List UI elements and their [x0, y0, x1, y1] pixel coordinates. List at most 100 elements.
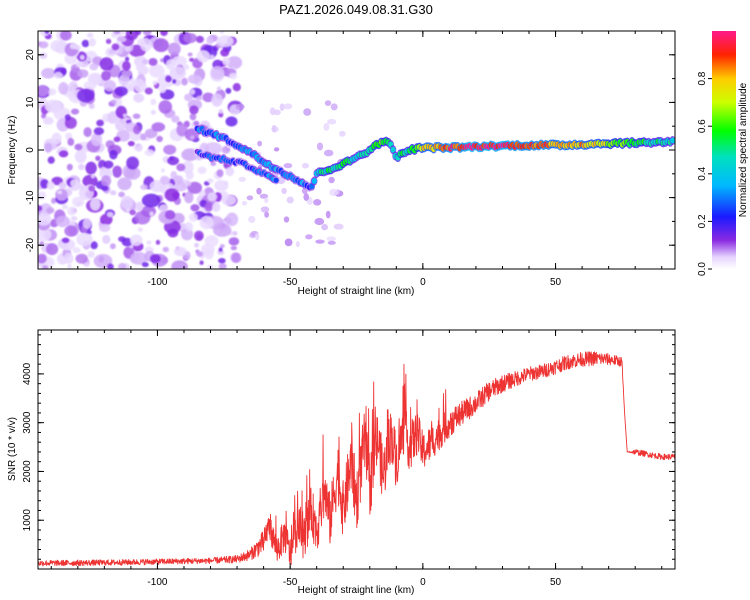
spectrogram-noise-cell: [149, 211, 154, 217]
spectrogram-noise-cell: [74, 143, 83, 151]
spectrogram-noise-cell: [305, 234, 313, 240]
spectrogram-noise-cell: [269, 107, 276, 116]
spectrogram-noise-cell: [257, 140, 262, 147]
spectrogram-noise-cell: [101, 185, 109, 192]
spectrogram-noise-cell: [110, 243, 116, 250]
spectrogram-noise-cell: [150, 254, 161, 264]
spectrogram-noise-cell: [103, 160, 114, 169]
spectrogram-noise-cell: [85, 161, 97, 175]
spectrogram-noise-cell: [124, 166, 141, 180]
spectrogram-noise-cell: [254, 233, 260, 241]
spectrogram-noise-cell: [219, 31, 224, 34]
snr-ytick-label: 3000: [22, 411, 33, 434]
spectrogram-noise-cell: [38, 191, 47, 200]
spectrogram-noise-cell: [326, 236, 337, 242]
spectrogram-noise-cell: [171, 115, 180, 123]
spectrogram-noise-cell: [232, 83, 241, 92]
spectrogram-noise-cell: [284, 238, 293, 247]
spectrogram-noise-cell: [187, 74, 201, 84]
chart-title: PAZ1.2026.049.08.31.G30: [279, 2, 433, 17]
spectrogram-noise-cell: [46, 207, 55, 214]
spectrogram-noise-cell: [55, 215, 70, 228]
spectrogram-noise-cell: [125, 56, 130, 62]
spectrogram-noise-cell: [216, 86, 222, 91]
spectrogram-noise-cell: [38, 85, 49, 97]
spectrogram-noise-cell: [330, 103, 338, 111]
spectrogram-noise-cell: [228, 237, 240, 246]
spectrogram-frame: [37, 30, 676, 270]
spectrogram-noise-cell: [204, 202, 214, 212]
spectrogram-noise-cell: [121, 69, 132, 78]
spectrogram-noise-cell: [160, 31, 168, 37]
spectrogram-noise-cell: [225, 166, 235, 177]
spectrogram-noise-cell: [47, 156, 55, 164]
spectrogram-noise-cell: [194, 242, 199, 248]
spectrogram-noise-cell: [61, 67, 67, 75]
spectrogram-noise-cell: [194, 230, 204, 241]
snr-ylabel: SNR (10 * v/v): [7, 417, 18, 481]
spectrogram-noise-cell: [144, 87, 153, 95]
spectrogram-noise-cell: [283, 163, 293, 169]
spectrogram-noise-cell: [89, 63, 99, 71]
spectrogram-noise-cell: [327, 118, 337, 125]
spectrogram-ytick-label: -20: [25, 238, 36, 253]
spectrogram-ytick-label: 0: [25, 147, 36, 153]
spectrogram-noise-cell: [164, 188, 180, 202]
spectrogram-noise-cell: [126, 156, 139, 170]
spectrogram-noise-cell: [140, 184, 149, 190]
spectrogram-noise-cell: [38, 41, 42, 47]
spectrogram-noise-cell: [190, 204, 200, 212]
spectrogram-noise-cell: [324, 100, 332, 106]
spectrogram-noise-cell: [196, 95, 203, 101]
spectrogram-noise-cell: [248, 215, 256, 223]
spectrogram-noise-cell: [47, 88, 57, 96]
spectrogram-noise-cell: [44, 142, 53, 153]
spectrogram-noise-cell: [88, 185, 96, 192]
spectrogram-noise-cell: [162, 246, 169, 253]
spectrogram-noise-cell: [216, 35, 234, 48]
spectrogram-noise-cell: [84, 262, 90, 267]
spectrogram-noise-cell: [329, 188, 338, 197]
spectrogram-noise-cell: [204, 235, 219, 247]
spectrogram-noise-cell: [110, 190, 117, 196]
spectrogram-noise-cell: [160, 58, 164, 63]
spectrogram-noise-cell: [60, 31, 72, 41]
spectrogram-noise-cell: [67, 206, 77, 216]
spectrogram-xtick-label: 50: [550, 277, 562, 288]
spectrogram-noise-cell: [64, 114, 71, 121]
spectrogram-noise-cell: [129, 209, 136, 216]
spectrogram-noise-cell: [144, 128, 158, 139]
snr-xtick-label: 50: [550, 577, 562, 588]
spectrogram-noise-cell: [95, 155, 101, 161]
spectrogram-noise-cell: [101, 175, 112, 187]
spectrogram-noise-cell: [196, 50, 211, 63]
spectrogram-noise-cell: [173, 175, 184, 185]
spectrogram-noise-cell: [210, 66, 225, 80]
spectrogram-noise-cell: [221, 194, 237, 206]
spectrogram-noise-cell: [90, 132, 103, 147]
spectrogram-noise-cell: [88, 103, 95, 109]
spectrogram-noise-cell: [109, 149, 118, 160]
spectrogram-noise-cell: [207, 192, 218, 202]
spectrogram-noise-cell: [88, 38, 97, 47]
spectrogram-noise-cell: [122, 60, 131, 71]
spectrogram-noise-cell: [283, 216, 290, 223]
spectrogram-noise-cell: [295, 241, 300, 248]
spectrogram-noise-cell: [137, 65, 149, 76]
spectrogram-noise-cell: [167, 228, 179, 238]
spectrogram-noise-cell: [167, 156, 180, 166]
spectrogram-noise-cell: [241, 200, 248, 206]
snr-xtick-label: -50: [283, 577, 298, 588]
spectrogram-noise-cell: [79, 54, 85, 61]
spectrogram-noise-cell: [176, 163, 186, 172]
spectrogram-noise-cell: [106, 211, 114, 218]
spectrogram-noise-cell: [212, 202, 221, 212]
spectrogram-noise-cell: [117, 263, 127, 269]
spectrogram-noise-cell: [90, 241, 98, 250]
spectrogram-ridge-cell: [670, 137, 675, 144]
spectrogram-noise-cell: [114, 86, 128, 97]
spectrogram-noise-cell: [150, 109, 156, 115]
spectrogram-noise-cell: [199, 260, 204, 266]
spectrogram-noise-cell: [219, 244, 225, 249]
